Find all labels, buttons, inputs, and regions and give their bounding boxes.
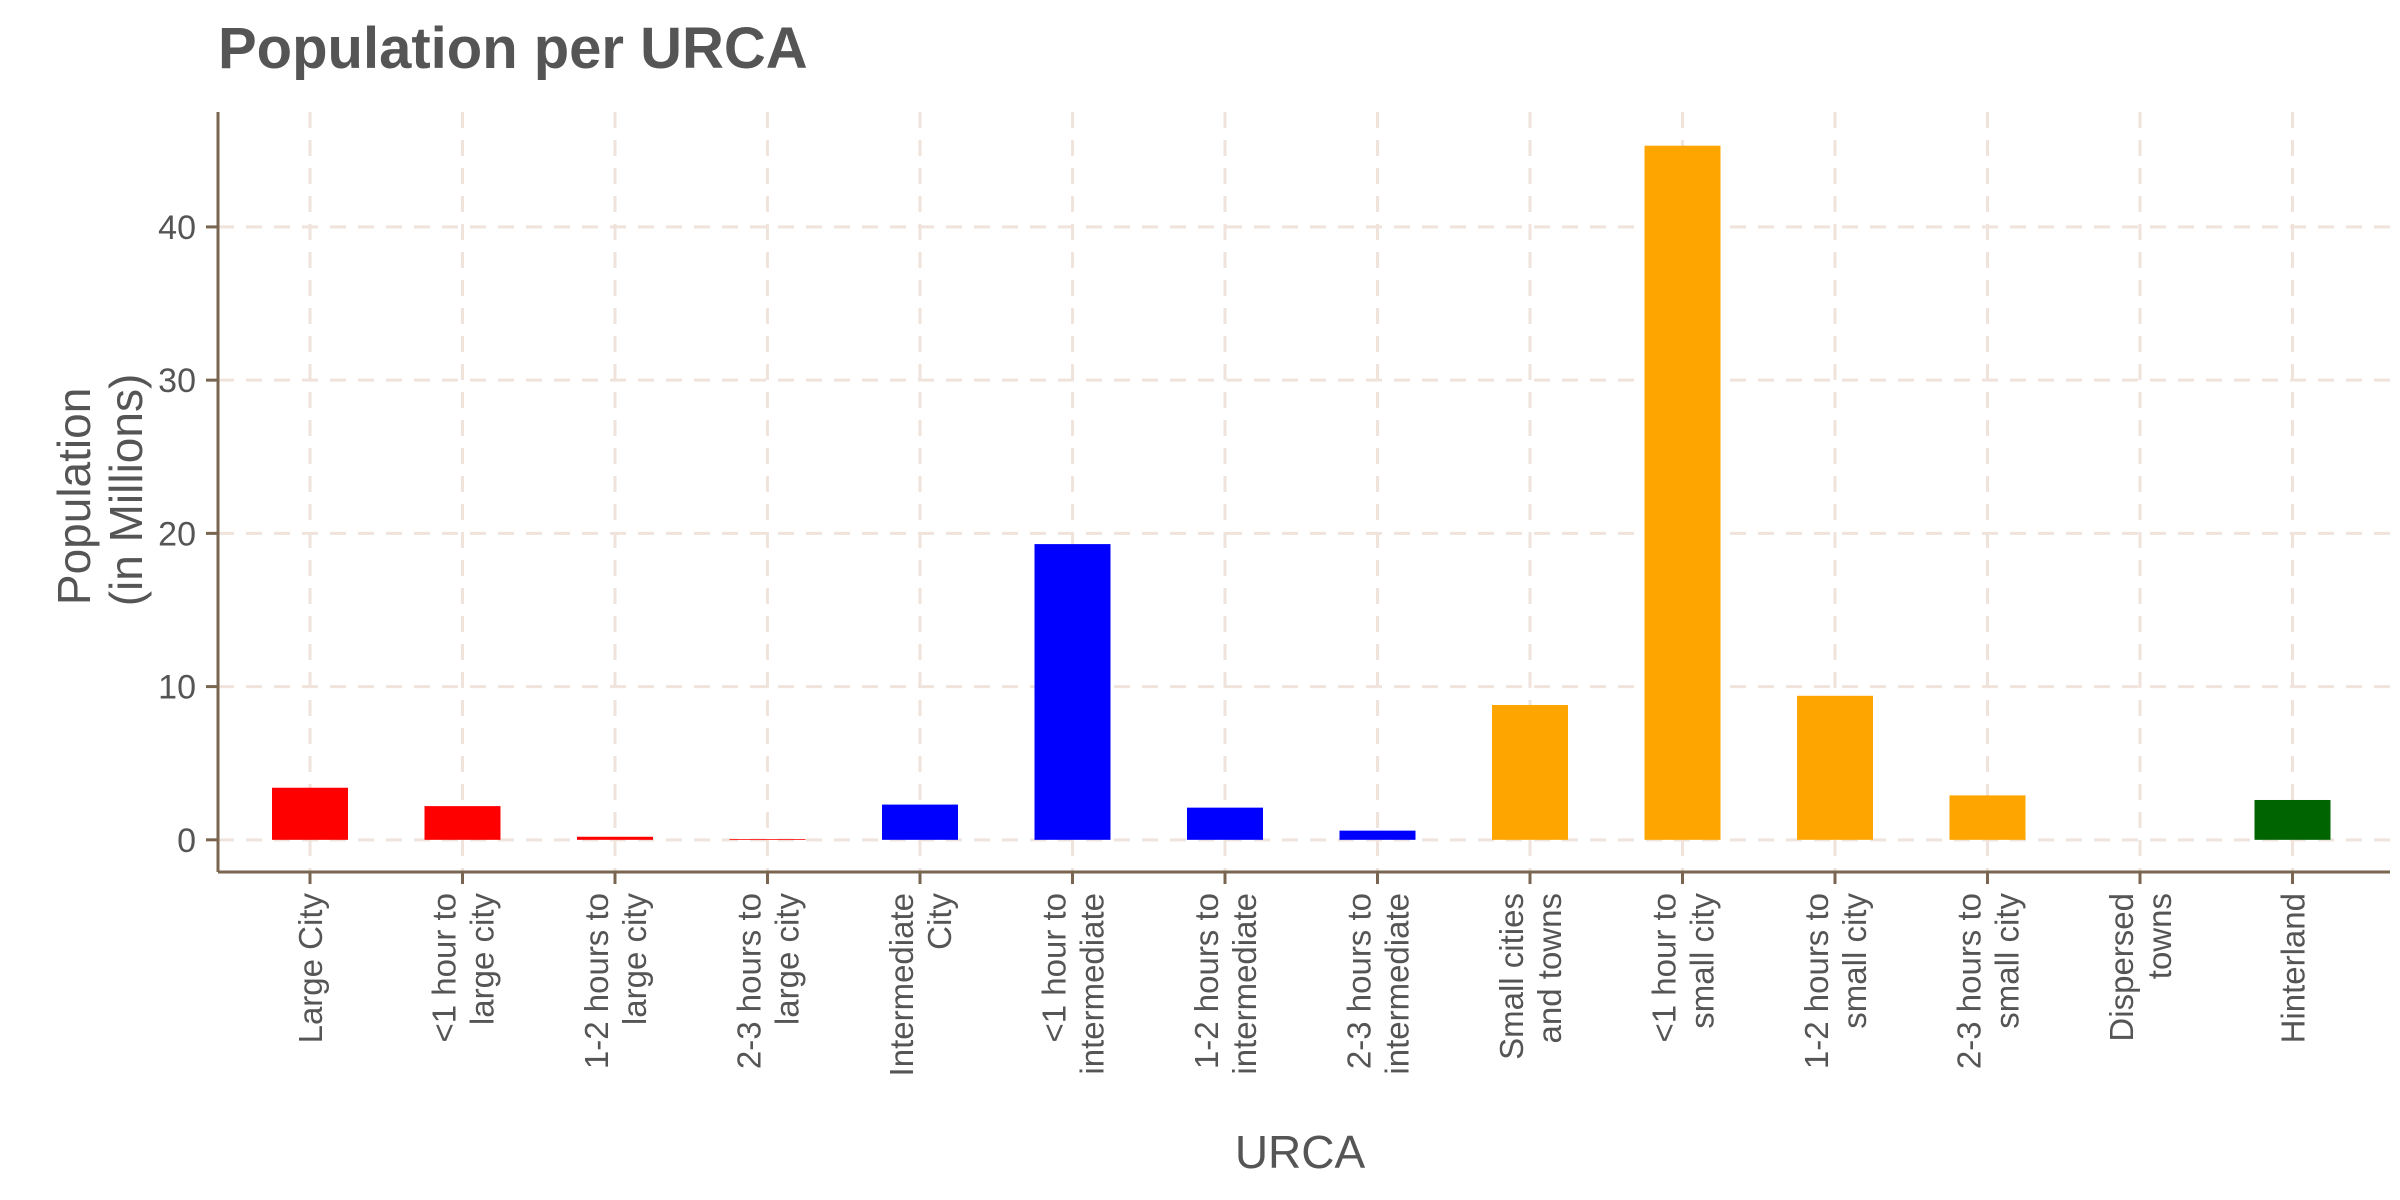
x-tick-label: large city xyxy=(616,893,653,1026)
x-axis-ticks: Large City <1 hour to large city 1-2 hours … xyxy=(292,872,2312,1076)
bar xyxy=(577,836,653,840)
bar xyxy=(1034,544,1111,840)
chart-title: Population per URCA xyxy=(218,16,808,81)
svg-text:Population (in Millions): Population (in Millions) xyxy=(48,374,152,607)
y-axis-ticks: 0 10 20 30 40 xyxy=(158,209,218,860)
y-tick-label: 40 xyxy=(158,209,196,247)
x-tick-label: intermediate xyxy=(1379,893,1416,1075)
y-tick-label: 20 xyxy=(158,515,196,553)
bar xyxy=(729,839,806,840)
x-tick-label: Large City xyxy=(292,893,329,1044)
grid-lines xyxy=(218,112,2390,872)
x-tick-label: 1-2 hours to xyxy=(1798,893,1835,1069)
bar xyxy=(1797,695,1873,840)
bar xyxy=(882,804,958,840)
x-tick-label: 2-3 hours to xyxy=(1341,893,1378,1069)
x-tick-label: 1-2 hours to xyxy=(578,893,615,1069)
x-tick-label: Intermediate xyxy=(883,893,920,1076)
y-tick-label: 30 xyxy=(158,362,196,400)
y-axis-title-line: (in Millions) xyxy=(100,374,152,607)
bars xyxy=(272,145,2331,840)
x-tick-label: and towns xyxy=(1531,893,1568,1043)
x-tick-label: 1-2 hours to xyxy=(1188,893,1225,1069)
x-tick-label: 2-3 hours to xyxy=(731,893,768,1069)
bar xyxy=(1949,795,2026,840)
y-axis-title-line: Population xyxy=(48,388,100,605)
x-tick-label: <1 hour to xyxy=(426,893,463,1043)
x-tick-label: small city xyxy=(1989,893,2026,1029)
x-tick-label: Small cities xyxy=(1493,893,1530,1060)
x-tick-label: <1 hour to xyxy=(1036,893,1073,1043)
x-tick-label: large city xyxy=(464,893,501,1026)
x-tick-label: 2-3 hours to xyxy=(1951,893,1988,1069)
x-tick-label: small city xyxy=(1684,893,1721,1029)
x-axis-title: URCA xyxy=(1235,1126,1366,1178)
y-axis-title: Population (in Millions) xyxy=(48,374,152,607)
x-tick-label: City xyxy=(921,893,958,950)
bar xyxy=(272,787,348,840)
x-tick-label: small city xyxy=(1836,893,1873,1029)
bar xyxy=(1187,807,1263,840)
x-tick-label: <1 hour to xyxy=(1646,893,1683,1043)
bar xyxy=(2254,799,2331,840)
bar xyxy=(424,806,501,840)
bar xyxy=(1644,145,1721,840)
x-tick-label: intermediate xyxy=(1074,893,1111,1075)
x-tick-label: large city xyxy=(769,893,806,1026)
y-tick-label: 0 xyxy=(177,822,196,860)
x-tick-label: Dispersed xyxy=(2103,893,2140,1042)
x-tick-label: intermediate xyxy=(1226,893,1263,1075)
x-tick-label: Hinterland xyxy=(2275,893,2312,1043)
y-tick-label: 10 xyxy=(158,669,196,707)
bar xyxy=(1492,704,1568,840)
x-tick-label: towns xyxy=(2141,893,2178,979)
bar xyxy=(1339,830,1416,840)
